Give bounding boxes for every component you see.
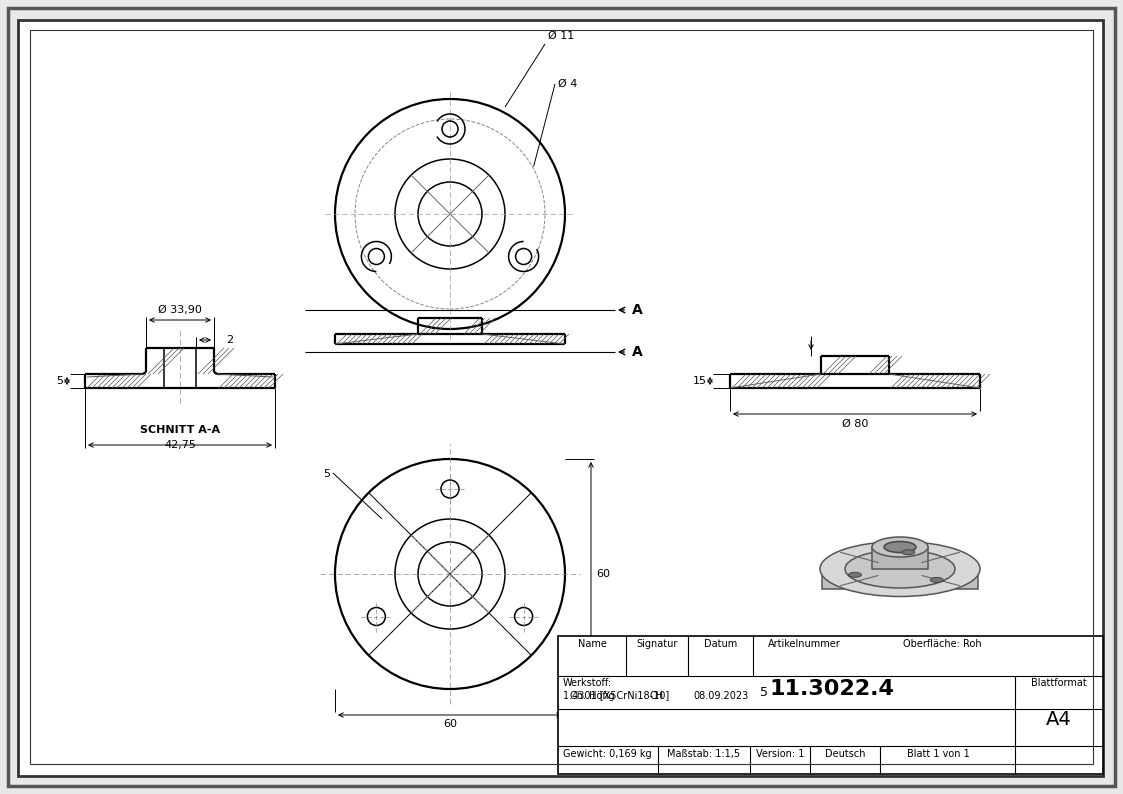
Ellipse shape <box>930 577 943 583</box>
Text: A: A <box>632 303 642 317</box>
Bar <box>558 636 1103 774</box>
Ellipse shape <box>902 549 915 555</box>
Text: 15: 15 <box>693 376 707 386</box>
Text: 42,75: 42,75 <box>164 440 195 450</box>
Text: Datum: Datum <box>704 639 738 649</box>
Text: 5: 5 <box>323 469 330 479</box>
Text: 08.09.2023: 08.09.2023 <box>693 691 749 701</box>
Text: Signatur: Signatur <box>637 639 677 649</box>
Bar <box>558 636 1103 774</box>
Ellipse shape <box>884 542 916 553</box>
Text: Gewicht: 0,169 kg: Gewicht: 0,169 kg <box>563 749 651 759</box>
Text: Oberfläche: Roh: Oberfläche: Roh <box>903 639 982 649</box>
Text: 1.4301 [X5CrNi18-10]: 1.4301 [X5CrNi18-10] <box>563 690 669 700</box>
Text: Blatt 1 von 1: Blatt 1 von 1 <box>906 749 969 759</box>
Bar <box>871 547 928 569</box>
Text: Ø 33,90: Ø 33,90 <box>158 305 202 315</box>
Ellipse shape <box>848 572 861 577</box>
Polygon shape <box>822 574 978 589</box>
Text: Blattformat: Blattformat <box>1031 678 1087 688</box>
Text: Artikelnummer: Artikelnummer <box>768 639 841 649</box>
Text: Version: 1: Version: 1 <box>756 749 804 759</box>
Text: Werkstoff:: Werkstoff: <box>563 678 612 688</box>
Text: 2: 2 <box>226 335 234 345</box>
Text: Name: Name <box>577 639 606 649</box>
Text: Ch. Höfig: Ch. Höfig <box>569 691 614 701</box>
Text: Deutsch: Deutsch <box>824 749 865 759</box>
Text: Ø 11: Ø 11 <box>548 31 574 41</box>
Ellipse shape <box>871 537 928 557</box>
Text: 5: 5 <box>760 686 768 699</box>
Text: Maßstab: 1:1,5: Maßstab: 1:1,5 <box>667 749 740 759</box>
Text: 5: 5 <box>56 376 63 386</box>
Text: 60: 60 <box>596 569 610 579</box>
Ellipse shape <box>844 550 955 588</box>
Text: 60: 60 <box>442 719 457 729</box>
Ellipse shape <box>820 542 980 596</box>
Text: SCHNITT A-A: SCHNITT A-A <box>140 425 220 435</box>
Text: Ø 80: Ø 80 <box>842 419 868 429</box>
Text: A: A <box>632 345 642 359</box>
Text: 11.3022.4: 11.3022.4 <box>770 679 895 699</box>
Text: Ø 4: Ø 4 <box>558 79 577 89</box>
Text: A4: A4 <box>1047 710 1071 729</box>
Text: CH: CH <box>650 691 664 701</box>
